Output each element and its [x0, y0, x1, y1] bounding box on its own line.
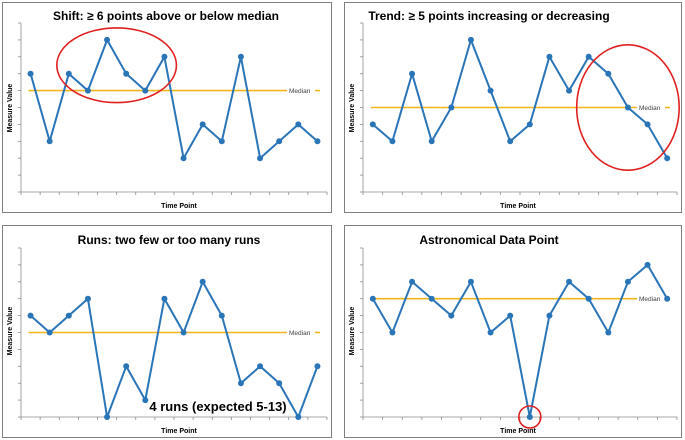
- data-point: [257, 155, 264, 162]
- data-point: [142, 87, 149, 94]
- data-point: [84, 295, 91, 302]
- chart-title: Astronomical Data Point: [419, 233, 558, 247]
- median-label: Median: [639, 105, 661, 112]
- data-point: [644, 261, 651, 268]
- highlight-circle: [518, 405, 542, 429]
- data-point: [142, 397, 149, 404]
- data-point: [664, 155, 671, 162]
- chart-trend: Trend: ≥ 5 points increasing or decreasi…: [349, 9, 680, 210]
- data-point: [624, 278, 631, 285]
- data-point: [104, 36, 111, 43]
- chart-panel-runs: Runs: two few or too many runs Measure V…: [2, 225, 332, 438]
- chart-title: Runs: two few or too many runs: [78, 233, 261, 247]
- data-point: [487, 329, 494, 336]
- data-point: [389, 138, 396, 145]
- data-point: [276, 138, 283, 145]
- series-line: [372, 38, 669, 159]
- data-point: [546, 312, 553, 319]
- data-point: [276, 380, 283, 387]
- data-point: [104, 414, 111, 420]
- data-point: [369, 121, 376, 128]
- data-point: [27, 312, 34, 319]
- data-point: [428, 138, 435, 145]
- data-point: [644, 121, 651, 128]
- data-point: [467, 278, 474, 285]
- data-point: [605, 70, 612, 77]
- median-label: Median: [639, 296, 661, 303]
- series-line: [29, 280, 319, 418]
- y-axis-label: Measure Value: [7, 307, 14, 356]
- data-point: [180, 329, 187, 336]
- data-point: [624, 104, 631, 111]
- data-point: [409, 278, 416, 285]
- chart-panel-shift: Shift: ≥ 6 points above or below median …: [2, 2, 332, 213]
- data-point: [526, 414, 533, 420]
- series-line: [29, 38, 319, 160]
- data-point: [199, 121, 206, 128]
- data-point: [507, 138, 514, 145]
- chart-panel-trend: Trend: ≥ 5 points increasing or decreasi…: [344, 2, 682, 213]
- median-label: Median: [289, 330, 311, 337]
- data-point: [566, 278, 573, 285]
- data-point: [218, 138, 225, 145]
- data-point: [467, 36, 474, 43]
- y-axis-label: Measure Value: [7, 84, 14, 133]
- data-point: [257, 363, 264, 370]
- data-point: [218, 312, 225, 319]
- data-point: [180, 155, 187, 162]
- data-point: [295, 121, 302, 128]
- data-point: [123, 70, 130, 77]
- data-point: [46, 138, 53, 145]
- chart-title: Trend: ≥ 5 points increasing or decreasi…: [368, 9, 609, 23]
- data-point: [448, 104, 455, 111]
- data-point: [664, 295, 671, 302]
- data-point: [389, 329, 396, 336]
- y-axis-label: Measure Value: [349, 84, 356, 133]
- data-point: [369, 295, 376, 302]
- chart-astronomical: Astronomical Data Point Measure Value Ti…: [349, 233, 678, 435]
- data-point: [65, 70, 72, 77]
- x-axis-label: Time Point: [500, 203, 536, 210]
- data-point: [199, 278, 206, 285]
- data-point: [507, 312, 514, 319]
- chart-runs: Runs: two few or too many runs Measure V…: [7, 233, 328, 435]
- data-point: [65, 312, 72, 319]
- data-point: [585, 295, 592, 302]
- data-point: [546, 53, 553, 60]
- data-point: [161, 295, 168, 302]
- y-axis-label: Measure Value: [349, 307, 356, 356]
- data-point: [526, 121, 533, 128]
- data-point: [295, 414, 302, 420]
- data-point: [123, 363, 130, 370]
- data-point: [605, 329, 612, 336]
- data-point: [161, 53, 168, 60]
- data-point: [585, 53, 592, 60]
- data-point: [27, 70, 34, 77]
- data-point: [314, 138, 321, 145]
- data-point: [237, 53, 244, 60]
- x-axis-label: Time Point: [161, 428, 197, 435]
- data-point: [428, 295, 435, 302]
- data-point: [84, 87, 91, 94]
- data-point: [314, 363, 321, 370]
- data-point: [409, 70, 416, 77]
- chart-shift: Shift: ≥ 6 points above or below median …: [7, 9, 328, 210]
- highlight-ellipse: [575, 43, 680, 172]
- highlight-ellipse: [56, 27, 178, 104]
- data-point: [487, 87, 494, 94]
- data-point: [46, 329, 53, 336]
- data-point: [237, 380, 244, 387]
- chart-title: Shift: ≥ 6 points above or below median: [53, 9, 279, 23]
- chart-panel-astronomical: Astronomical Data Point Measure Value Ti…: [344, 225, 682, 438]
- data-point: [566, 87, 573, 94]
- x-axis-label: Time Point: [161, 203, 197, 210]
- x-axis-label: Time Point: [500, 428, 536, 435]
- median-label: Median: [289, 88, 311, 95]
- series-line: [371, 263, 669, 418]
- runs-annotation: 4 runs (expected 5-13): [149, 399, 286, 414]
- data-point: [448, 312, 455, 319]
